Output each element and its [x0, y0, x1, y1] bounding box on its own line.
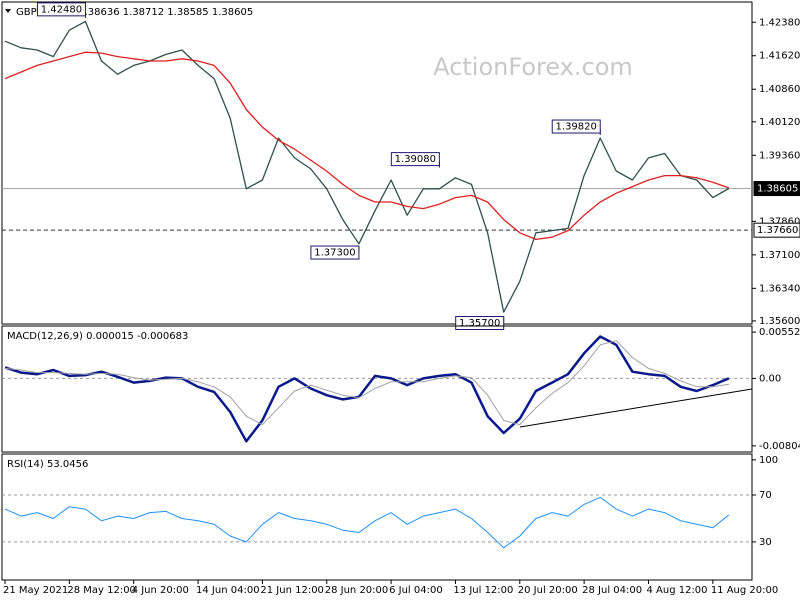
annotation-label: 1.39080 — [395, 154, 436, 165]
x-tick-label: 28 Jul 04:00 — [582, 585, 642, 596]
price-label-box — [753, 222, 800, 238]
y-tick-label: 1.40860 — [759, 84, 800, 95]
panel-title: MACD(12,26,9) 0.000015 -0.000683 — [7, 331, 188, 342]
y-tick-label: 1.37100 — [759, 250, 800, 261]
y-tick-label: -0.00804 — [759, 441, 800, 452]
x-tick-label: 20 Jul 20:00 — [518, 585, 578, 596]
series-line — [4, 335, 730, 443]
x-tick-label: 6 Jul 04:00 — [389, 585, 443, 596]
y-tick-label: 70 — [759, 490, 772, 501]
annotation-label: 1.35700 — [459, 318, 500, 329]
series-line — [4, 496, 730, 549]
x-tick-label: 13 Jul 12:00 — [453, 585, 513, 596]
x-tick-label: 14 Jun 04:00 — [196, 585, 260, 596]
y-tick-label: 1.37860 — [759, 216, 800, 227]
x-tick-label: 4 Jun 20:00 — [132, 585, 189, 596]
trend-line — [519, 388, 753, 428]
y-tick-label: 1.39360 — [759, 150, 800, 161]
x-tick-label: 28 Jun 20:00 — [325, 585, 389, 596]
y-tick-label: 100 — [759, 455, 778, 466]
annotation-box — [551, 119, 601, 134]
annotation-label: 1.42480 — [41, 4, 82, 15]
x-tick-label: 11 Aug 20:00 — [711, 585, 778, 596]
y-tick-label: 1.40120 — [759, 117, 800, 128]
price-label: 1.37660 — [757, 225, 798, 236]
panel-title: GBPUSD,H4 1.38636 1.38712 1.38585 1.3860… — [16, 7, 253, 18]
series-line — [4, 20, 730, 313]
x-tick-label: 21 May 2021 — [3, 585, 68, 596]
y-tick-label: 0.00 — [759, 373, 781, 384]
y-tick-label: 1.35600 — [759, 316, 800, 327]
y-tick-label: 1.42380 — [759, 17, 800, 28]
y-tick-label: 0.00552 — [759, 327, 800, 338]
x-tick-label: 28 May 12:00 — [67, 585, 136, 596]
y-tick-label: 30 — [759, 537, 772, 548]
annotation-label: 1.37300 — [314, 248, 355, 259]
x-tick-label: 4 Aug 12:00 — [646, 585, 707, 596]
watermark: ActionForex.com — [433, 53, 633, 81]
panel-title: RSI(14) 53.0456 — [7, 459, 88, 470]
y-tick-label: 1.41620 — [759, 51, 800, 62]
annotation-label: 1.39820 — [556, 122, 597, 133]
price-label-box — [753, 181, 800, 197]
y-tick-label: 1.36340 — [759, 283, 800, 294]
annotation-box — [390, 152, 440, 167]
price-label: 1.38605 — [757, 184, 798, 195]
annotation-box — [36, 2, 86, 17]
panel-frame — [1, 453, 753, 581]
panel-frame — [1, 1, 753, 325]
series-line — [4, 340, 729, 426]
menu-icon — [5, 9, 11, 13]
panel-frame — [1, 325, 753, 453]
annotation-box — [310, 245, 360, 260]
series-line — [4, 51, 730, 241]
x-tick-label: 21 Jun 12:00 — [260, 585, 324, 596]
